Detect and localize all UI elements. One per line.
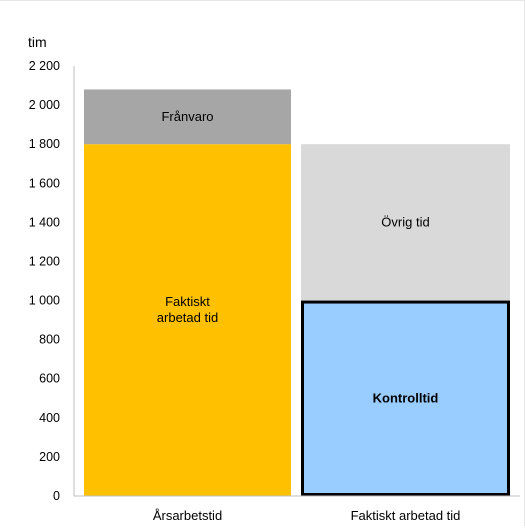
y-tick-label: 1 800 <box>29 137 60 151</box>
y-tick-label: 800 <box>39 333 60 347</box>
y-tick-label: 600 <box>39 372 60 386</box>
y-tick-label: 200 <box>39 450 60 464</box>
y-axis-ticks: 0 200 400 600 800 1 000 1 200 1 400 1 600 1 800 2 … <box>29 59 60 503</box>
y-tick-label: 1 400 <box>29 215 60 229</box>
x-category-label: Årsarbetstid <box>153 508 222 523</box>
y-tick-label: 0 <box>53 489 60 503</box>
x-category-label: Faktiskt arbetad tid <box>351 508 461 523</box>
bar-segment-outline <box>301 300 510 496</box>
y-tick-label: 1 000 <box>29 294 60 308</box>
y-tick-label: 400 <box>39 411 60 425</box>
segment-label: Faktiskt arbetad tid <box>157 294 218 325</box>
y-tick-label: 2 200 <box>29 59 60 73</box>
segment-label: Kontrolltid <box>373 390 439 405</box>
x-axis-labels: Årsarbetstid Faktiskt arbetad tid <box>153 508 461 523</box>
segment-label: Övrig tid <box>381 214 429 229</box>
bar-segment-kontrolltid <box>301 300 510 496</box>
y-tick-label: 2 000 <box>29 98 60 112</box>
y-axis-title: tim <box>28 34 47 50</box>
segment-label: Frånvaro <box>161 109 213 124</box>
bars: Faktiskt arbetad tid Frånvaro Kontrolltid Öv… <box>73 66 520 497</box>
bar-segment-faktiskt-arbetad-tid <box>84 144 291 496</box>
bar-segment-franvaro <box>84 89 291 145</box>
y-tick-label: 1 600 <box>29 176 60 190</box>
y-tick-label: 1 200 <box>29 254 60 268</box>
bar-segment-ovrig-tid <box>301 144 510 301</box>
